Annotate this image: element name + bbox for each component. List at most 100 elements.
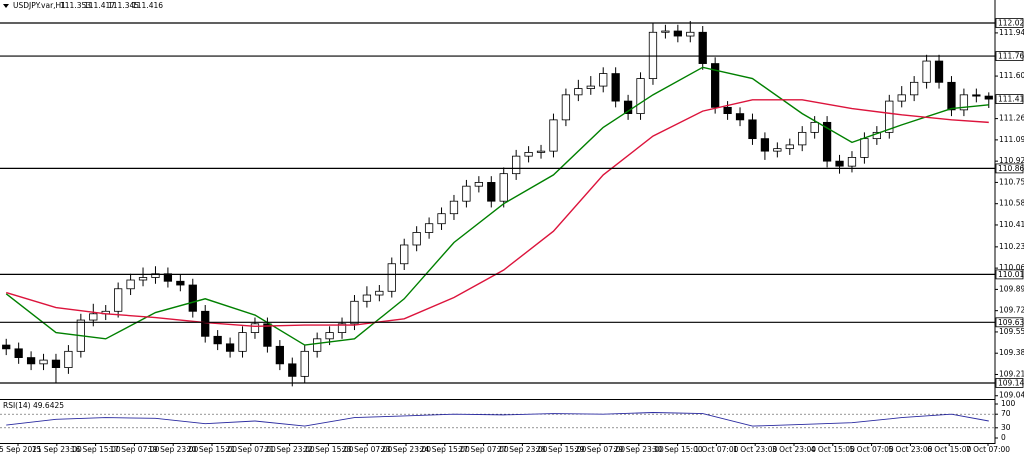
candle-body xyxy=(798,131,807,146)
candle-body xyxy=(698,31,707,64)
candle-body xyxy=(524,151,533,157)
x-tick-label: 21 Sep 23:00 xyxy=(265,445,315,454)
candle-body xyxy=(623,100,633,115)
last-price-box xyxy=(995,94,1024,104)
candle-body xyxy=(449,200,459,215)
candle-body xyxy=(885,100,894,133)
level-label-box xyxy=(995,18,1024,28)
candle-body xyxy=(648,31,658,79)
candle-body xyxy=(611,73,620,102)
candle-body xyxy=(760,138,770,152)
candle-body xyxy=(337,323,347,333)
candle-body xyxy=(300,350,309,377)
x-tick-label: 29 Sep 07:00 xyxy=(575,445,625,454)
candle-body xyxy=(574,88,583,96)
candle-body xyxy=(723,106,732,115)
menu-arrow[interactable] xyxy=(3,4,9,8)
candle-body xyxy=(238,332,247,352)
last-price-label: 111.416 xyxy=(998,95,1024,104)
candle-body xyxy=(897,94,906,102)
level-label-box xyxy=(995,269,1024,280)
x-tick-label: 15 Sep 23:00 xyxy=(32,445,82,454)
candle-body xyxy=(487,182,496,202)
candle-body xyxy=(26,357,36,365)
x-tick-label: 20 Sep 15:00 xyxy=(187,445,237,454)
candle-body xyxy=(822,121,832,162)
candle-body xyxy=(561,94,571,121)
candle-body xyxy=(847,156,857,167)
candle-body xyxy=(412,232,421,246)
level-label: 109.632 xyxy=(998,318,1024,327)
moving-average xyxy=(6,99,989,328)
level-label: 111.760 xyxy=(998,52,1024,61)
candle-body xyxy=(2,344,11,350)
candle-body xyxy=(934,60,944,83)
candle-body xyxy=(39,359,48,365)
candle-body xyxy=(313,338,322,352)
candle-body xyxy=(773,148,782,152)
x-tick-label: 17 Sep 07:00 xyxy=(109,445,159,454)
x-tick-label: 21 Sep 07:00 xyxy=(226,445,276,454)
rsi-tick-label: 0 xyxy=(1001,433,1006,442)
x-tick-label: 5 Oct 07:00 xyxy=(850,445,894,454)
candle-body xyxy=(188,284,197,312)
rsi-line xyxy=(6,412,989,427)
y-tick-label: 111.600 xyxy=(999,71,1024,80)
x-tick-label: 19 Sep 23:00 xyxy=(148,445,198,454)
symbol: USDJPY.var,H1 xyxy=(13,1,66,10)
y-tick-label: 111.260 xyxy=(999,114,1024,123)
candle-body xyxy=(711,63,720,108)
rsi-label: RSI(14) xyxy=(3,401,31,410)
candle-body xyxy=(549,119,558,152)
candle-body xyxy=(325,332,334,340)
y-tick-label: 111.945 xyxy=(999,28,1024,37)
candle-body xyxy=(126,279,135,290)
level-label-box xyxy=(995,163,1024,174)
candle-body xyxy=(288,363,297,377)
candle-body xyxy=(138,277,148,281)
candle-body xyxy=(263,323,272,347)
y-tick-label: 110.410 xyxy=(999,220,1024,229)
x-tick-label: 3 Oct 23:00 xyxy=(772,445,816,454)
x-tick-label: 22 Sep 15:00 xyxy=(303,445,353,454)
candle-body xyxy=(362,294,372,302)
y-tick-label: 109.555 xyxy=(999,327,1024,336)
x-tick-label: 4 Oct 15:00 xyxy=(811,445,855,454)
x-tick-label: 23 Sep 07:00 xyxy=(342,445,392,454)
y-tick-label: 109.215 xyxy=(999,369,1024,378)
x-tick-label: 1 Oct 23:00 xyxy=(733,445,777,454)
rsi-value: 49.6425 xyxy=(33,401,64,410)
candle-body xyxy=(375,290,384,296)
candle-body xyxy=(201,310,210,337)
rsi-tick-label: 30 xyxy=(1001,423,1011,432)
header-close: 111.416 xyxy=(132,1,163,10)
x-tick-label: 1 Oct 07:00 xyxy=(694,445,738,454)
candle-body xyxy=(686,31,695,37)
rsi-tick-label: 70 xyxy=(1001,409,1011,418)
x-tick-label: 29 Sep 23:00 xyxy=(614,445,664,454)
candle-body xyxy=(64,350,73,368)
candle-body xyxy=(51,359,61,368)
y-tick-label: 109.045 xyxy=(999,391,1024,400)
candle-body xyxy=(250,323,260,333)
candle-body xyxy=(437,213,446,225)
y-tick-label: 110.750 xyxy=(999,177,1024,186)
candle-body xyxy=(387,263,396,292)
x-tick-label: 27 Sep 07:00 xyxy=(459,445,509,454)
y-tick-label: 110.920 xyxy=(999,156,1024,165)
y-tick-label: 110.235 xyxy=(999,242,1024,251)
x-tick-label: 15 Sep 2021 xyxy=(0,445,42,454)
candle-body xyxy=(835,160,844,167)
level-label-box xyxy=(995,378,1024,388)
y-tick-label: 111.090 xyxy=(999,135,1024,144)
y-tick-label: 109.895 xyxy=(999,284,1024,293)
level-label: 110.015 xyxy=(998,270,1024,279)
header-low: 111.345 xyxy=(108,1,139,10)
level-label-box xyxy=(995,317,1024,328)
x-tick-label: 23 Sep 23:00 xyxy=(381,445,431,454)
candle-body xyxy=(748,119,757,140)
candle-body xyxy=(599,73,608,87)
x-tick-label: 30 Sep 15:00 xyxy=(653,445,703,454)
candle-body xyxy=(424,223,434,233)
